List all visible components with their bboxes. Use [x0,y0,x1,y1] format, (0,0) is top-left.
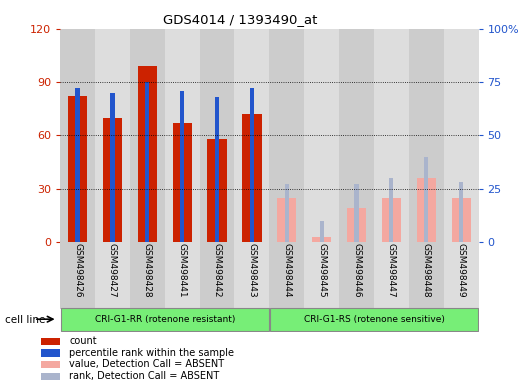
Text: GDS4014 / 1393490_at: GDS4014 / 1393490_at [163,13,318,26]
Text: GSM498428: GSM498428 [143,243,152,298]
Bar [41,372,60,380]
Bar [180,91,184,242]
Bar [165,242,200,309]
Bar [200,242,234,309]
Bar [145,82,150,242]
Bar [347,208,366,242]
Bar [409,242,444,309]
Text: GSM498449: GSM498449 [457,243,465,298]
Bar [382,197,401,242]
Bar [444,29,479,242]
Bar [250,88,254,242]
Bar [312,237,331,242]
Text: CRI-G1-RR (rotenone resistant): CRI-G1-RR (rotenone resistant) [95,314,235,324]
Bar [339,242,374,309]
Bar [374,29,409,242]
Text: cell line: cell line [5,315,46,325]
Text: GSM498447: GSM498447 [387,243,396,298]
Bar [424,157,428,242]
Text: GSM498448: GSM498448 [422,243,431,298]
Bar [339,29,374,242]
Text: GSM498445: GSM498445 [317,243,326,298]
Bar [130,242,165,309]
Bar [138,66,157,242]
Bar [208,139,226,242]
Text: GSM498442: GSM498442 [212,243,222,298]
FancyBboxPatch shape [61,308,269,331]
Bar [409,29,444,242]
Bar [173,123,192,242]
Bar [355,184,359,242]
Text: count: count [70,336,97,346]
Bar [234,242,269,309]
Bar [41,349,60,356]
Text: CRI-G1-RS (rotenone sensitive): CRI-G1-RS (rotenone sensitive) [303,314,445,324]
Bar [304,29,339,242]
Bar [269,242,304,309]
Bar [200,29,234,242]
Bar [374,242,409,309]
Bar [451,197,471,242]
Bar [60,29,95,242]
Text: rank, Detection Call = ABSENT: rank, Detection Call = ABSENT [70,371,220,381]
Text: GSM498443: GSM498443 [247,243,256,298]
Bar [389,178,393,242]
Bar [110,93,115,242]
Text: GSM498444: GSM498444 [282,243,291,298]
Bar [320,220,324,242]
Bar [459,182,463,242]
Text: value, Detection Call = ABSENT: value, Detection Call = ABSENT [70,359,224,369]
Bar [95,242,130,309]
Text: GSM498441: GSM498441 [178,243,187,298]
Bar [103,118,122,242]
Text: GSM498427: GSM498427 [108,243,117,298]
Bar [75,88,79,242]
Text: GSM498426: GSM498426 [73,243,82,298]
Bar [95,29,130,242]
Bar [41,338,60,345]
Bar [304,242,339,309]
Bar [165,29,200,242]
Bar [68,96,87,242]
Bar [41,361,60,368]
Bar [417,178,436,242]
Bar [130,29,165,242]
Bar [234,29,269,242]
Bar [242,114,262,242]
Bar [285,184,289,242]
Bar [269,29,304,242]
Bar [444,242,479,309]
FancyBboxPatch shape [270,308,478,331]
Bar [60,242,95,309]
Bar [215,97,219,242]
Text: GSM498446: GSM498446 [352,243,361,298]
Bar [277,197,297,242]
Text: percentile rank within the sample: percentile rank within the sample [70,348,234,358]
